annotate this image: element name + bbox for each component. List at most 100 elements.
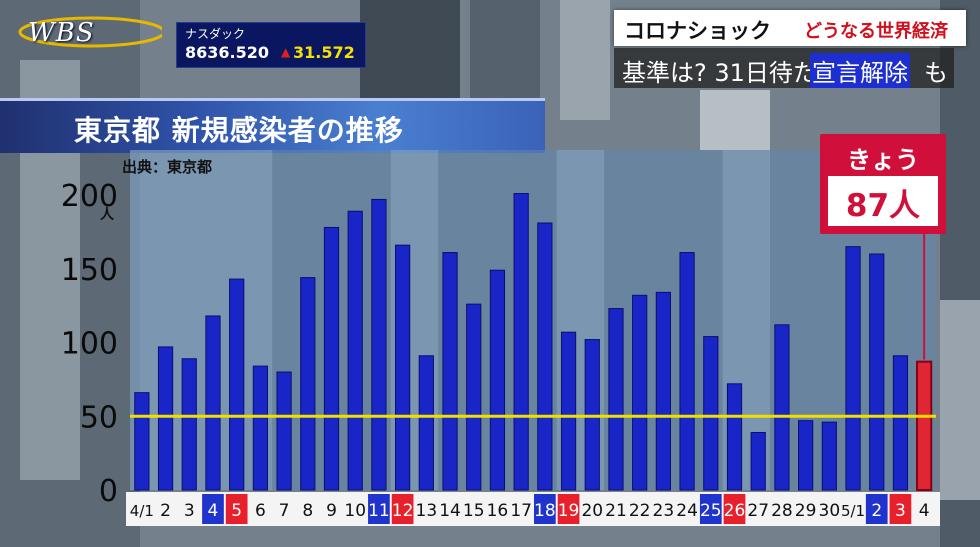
- bar: [347, 210, 363, 491]
- bar: [750, 431, 766, 491]
- bar: [276, 371, 292, 491]
- y-tick-label: 50: [80, 400, 118, 435]
- stock-ticker: ナスダック 8636.520 ▲ 31.572: [176, 22, 366, 68]
- x-tick-label: 15: [463, 501, 485, 521]
- bar: [726, 383, 743, 491]
- up-arrow-icon: ▲: [281, 45, 291, 59]
- x-tick-label: 5/1: [841, 502, 865, 520]
- chart-title-banner: 東京都 新規感染者の推移: [0, 98, 545, 153]
- sunday-marker: [225, 494, 248, 524]
- bar: [371, 198, 387, 491]
- bar: [181, 358, 197, 491]
- x-tick-label: 25: [700, 501, 722, 521]
- y-tick-label: 150: [61, 253, 118, 288]
- chart-panel: 0 50 100 150 200 4/1 2 3 4 5 6 7 8 9 10 11 12 13 14 15 16 17 1…: [0, 150, 980, 547]
- bar: [157, 346, 174, 491]
- x-tick-label: 4/1: [130, 502, 154, 520]
- x-tick-label: 4: [208, 501, 219, 521]
- today-label: きょう: [847, 146, 919, 174]
- ticker-value: 8636.520: [185, 43, 270, 62]
- bar: [442, 252, 458, 491]
- saturday-marker: [699, 494, 722, 524]
- headline-caption-part3: も: [924, 59, 948, 87]
- bar: [229, 278, 245, 491]
- x-tick-label: 27: [747, 501, 769, 521]
- bar: [632, 294, 648, 491]
- y-tick-label: 100: [61, 327, 118, 362]
- chart-source: 出典：東京都: [122, 158, 213, 176]
- bar: [513, 193, 529, 491]
- today-value: 87人: [845, 188, 921, 224]
- y-tick-label: 0: [99, 474, 118, 509]
- x-tick-label: 30: [819, 501, 841, 521]
- bar-today: [916, 360, 933, 491]
- bar: [608, 308, 624, 491]
- bar: [300, 277, 316, 491]
- sunday-marker: [557, 494, 580, 524]
- x-tick-label: 18: [534, 501, 556, 521]
- bar: [821, 421, 837, 491]
- bar: [679, 252, 695, 491]
- y-tick-label: 200: [61, 179, 118, 214]
- bar: [703, 336, 719, 491]
- saturday-marker: [865, 494, 888, 524]
- x-axis-strip: [126, 492, 940, 526]
- x-tick-label: 24: [676, 501, 698, 521]
- sunday-marker: [391, 494, 414, 524]
- chart-title: 東京都 新規感染者の推移: [74, 114, 404, 147]
- x-tick-label: 28: [771, 501, 793, 521]
- x-tick-label: 4: [919, 501, 930, 521]
- x-tick-label: 3: [184, 501, 195, 521]
- x-tick-label: 16: [487, 501, 509, 521]
- x-tick-label: 5: [231, 501, 242, 521]
- x-tick-label: 7: [279, 501, 290, 521]
- bar: [134, 392, 150, 491]
- x-tick-label: 9: [326, 501, 337, 521]
- bar: [418, 355, 434, 491]
- today-callout: きょう 87人: [820, 134, 946, 234]
- x-tick-label: 13: [416, 501, 438, 521]
- x-tick-label: 23: [653, 501, 675, 521]
- saturday-marker: [534, 494, 556, 524]
- bar: [466, 303, 482, 491]
- x-tick-label: 3: [895, 501, 906, 521]
- x-tick-label: 17: [510, 501, 532, 521]
- bar: [323, 226, 340, 491]
- saturday-marker: [202, 494, 224, 524]
- ticker-name: ナスダック: [185, 27, 246, 41]
- headline-caption-highlight: 宣言解除: [810, 53, 910, 88]
- x-tick-label: 8: [302, 501, 313, 521]
- bar: [774, 324, 790, 491]
- x-tick-label: 2: [871, 501, 882, 521]
- bar: [845, 246, 861, 491]
- sunday-marker: [889, 494, 912, 524]
- bar: [489, 269, 506, 491]
- x-tick-label: 29: [795, 501, 817, 521]
- headline-topic-main: コロナショック: [624, 19, 771, 43]
- headline-topic-sub: どうなる世界経済: [804, 21, 948, 42]
- x-tick-label: 12: [392, 501, 414, 521]
- x-tick-label: 21: [605, 501, 627, 521]
- channel-logo: WBS: [12, 6, 166, 56]
- bar: [655, 291, 671, 491]
- bar: [537, 222, 553, 491]
- today-value-box: 87人: [828, 176, 938, 226]
- x-tick-label: 11: [368, 501, 390, 521]
- saturday-marker: [368, 494, 390, 524]
- y-axis-unit: 人: [100, 207, 114, 223]
- logo-text: WBS: [28, 18, 95, 48]
- bar: [560, 331, 577, 491]
- x-tick-label: 22: [629, 501, 651, 521]
- bar: [869, 253, 885, 491]
- x-tick-label: 6: [255, 501, 266, 521]
- bar: [205, 315, 221, 491]
- headline-topic: コロナショック どうなる世界経済: [614, 10, 966, 46]
- x-tick-label: 2: [160, 501, 171, 521]
- bar: [252, 365, 268, 491]
- x-tick-label: 10: [344, 501, 366, 521]
- headline-caption: 基準は? 31日待たずに 宣言解除 も: [614, 48, 954, 88]
- x-tick-label: 19: [558, 501, 580, 521]
- x-tick-label: 20: [581, 501, 603, 521]
- week-band: [130, 150, 273, 490]
